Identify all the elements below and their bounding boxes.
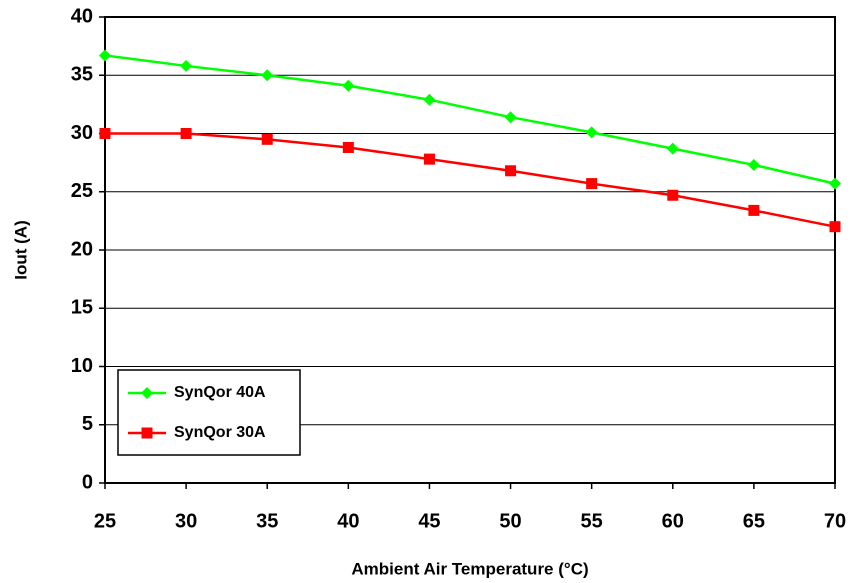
data-point — [99, 128, 111, 139]
series-line — [104, 54, 836, 185]
data-point — [261, 133, 273, 145]
legend-marker — [141, 387, 153, 399]
y-tick-label: 15 — [71, 297, 93, 319]
data-point — [423, 93, 436, 106]
data-point — [180, 128, 192, 139]
y-tick-label: 35 — [71, 64, 93, 86]
y-tick-label: 30 — [71, 122, 93, 144]
data-point — [504, 111, 517, 124]
y-tick-label: 40 — [71, 5, 93, 27]
x-tick-label: 65 — [743, 510, 765, 532]
data-point — [829, 177, 841, 190]
x-tick-label: 35 — [256, 510, 278, 532]
data-point — [423, 153, 435, 165]
data-point — [505, 165, 517, 177]
x-axis-label: Ambient Air Temperature (°C) — [351, 559, 588, 578]
data-point — [747, 158, 760, 171]
legend-label: SynQor 40A — [174, 384, 266, 401]
data-point — [180, 59, 193, 72]
y-tick-label: 5 — [82, 413, 93, 435]
x-tick-label: 70 — [824, 510, 846, 532]
legend-box — [117, 369, 301, 456]
x-tick-label: 50 — [499, 510, 521, 532]
x-tick-label: 25 — [94, 510, 116, 532]
data-point — [667, 189, 679, 201]
data-point — [585, 126, 598, 139]
y-tick-label: 0 — [82, 471, 93, 493]
data-point — [586, 178, 598, 190]
x-tick-label: 60 — [662, 510, 684, 532]
x-tick-label: 40 — [337, 510, 359, 532]
x-tick-label: 30 — [175, 510, 197, 532]
data-point — [748, 204, 760, 216]
y-tick-label: 10 — [71, 355, 93, 377]
data-point — [99, 49, 111, 62]
y-axis-label: Iout (A) — [11, 220, 30, 279]
legend-label: SynQor 30A — [174, 424, 266, 441]
x-tick-label: 45 — [418, 510, 440, 532]
x-tick-label: 55 — [581, 510, 603, 532]
data-point — [342, 79, 355, 92]
legend-marker — [141, 427, 153, 439]
data-point — [342, 141, 354, 153]
plot-frame — [104, 16, 836, 484]
y-tick-label: 25 — [71, 180, 93, 202]
data-point — [666, 142, 679, 155]
data-point — [829, 221, 841, 233]
series-line — [105, 132, 836, 228]
data-point — [261, 69, 274, 82]
y-tick-label: 20 — [71, 238, 93, 260]
